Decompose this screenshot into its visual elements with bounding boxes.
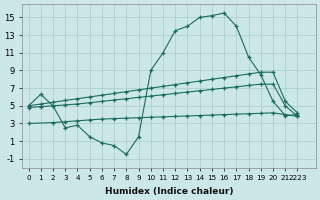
- X-axis label: Humidex (Indice chaleur): Humidex (Indice chaleur): [105, 187, 233, 196]
